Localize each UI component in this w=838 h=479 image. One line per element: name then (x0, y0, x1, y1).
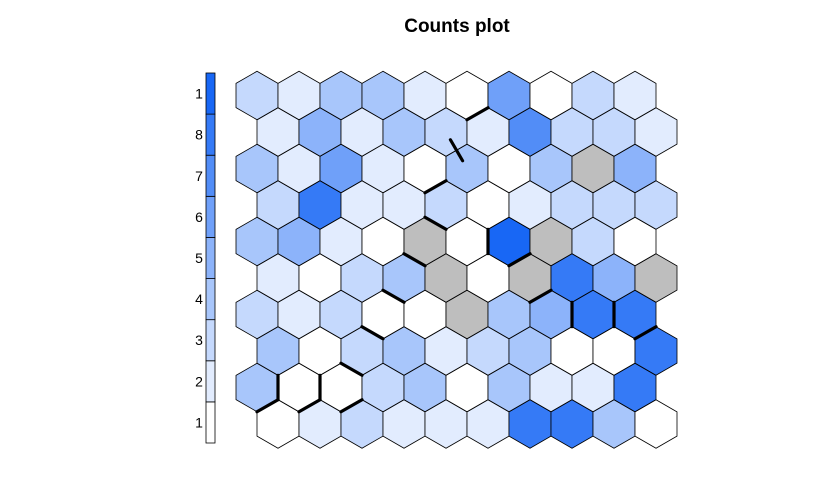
boundary-segment (381, 288, 406, 304)
boundary-segment (423, 179, 448, 195)
legend-label: 8 (195, 127, 203, 143)
chart-title: Counts plot (404, 16, 510, 37)
legend-label: 2 (195, 373, 203, 389)
legend-label: 5 (195, 250, 203, 266)
boundary-segment (528, 288, 553, 304)
legend-label: 1 (195, 86, 203, 102)
boundary-segment (448, 138, 465, 163)
boundary-segment (255, 398, 280, 414)
boundary-segment (507, 252, 532, 268)
hex-cell (613, 70, 657, 121)
legend-label: 4 (195, 291, 203, 307)
legend-swatch (205, 278, 216, 321)
legend-swatch (205, 72, 216, 115)
hex-grid (235, 70, 678, 449)
boundary-segment (339, 398, 364, 414)
legend-swatch (205, 237, 216, 279)
legend-swatch (205, 401, 216, 444)
legend-label: 7 (195, 168, 203, 184)
legend-swatch (205, 113, 216, 156)
boundary-segment (465, 106, 490, 122)
boundary-segment (402, 252, 427, 268)
boundary-segment (633, 325, 658, 341)
boundary-segment (297, 398, 322, 414)
legend-swatch (205, 319, 216, 362)
boundary-segment (339, 361, 364, 377)
boundary-segment (360, 325, 385, 341)
legend-swatch (205, 154, 216, 197)
boundary-segment (423, 215, 448, 231)
legend-swatch (205, 195, 216, 238)
legend-label: 1 (195, 414, 203, 430)
color-legend: 1 2 3 4 5 6 7 8 1 (195, 72, 216, 444)
legend-swatch (205, 360, 216, 403)
legend-label: 6 (195, 209, 203, 225)
legend-label: 3 (195, 332, 203, 348)
cluster-boundary (255, 106, 658, 414)
